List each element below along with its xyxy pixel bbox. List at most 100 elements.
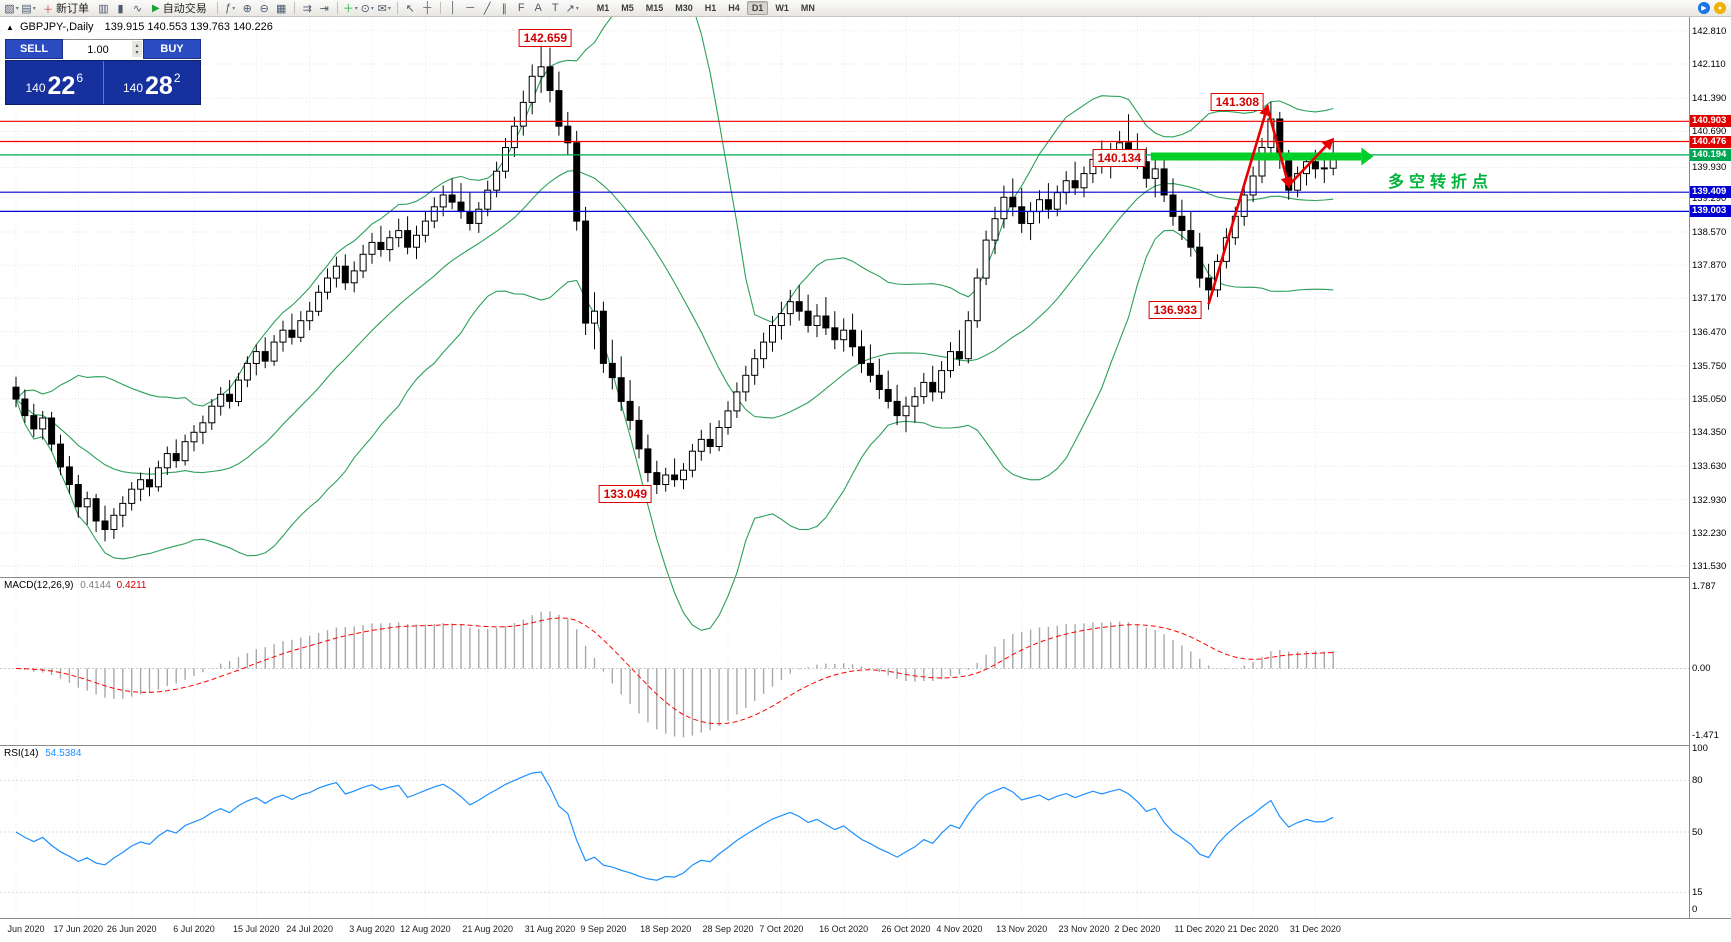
price-axis-tag: 140.194 (1690, 148, 1731, 161)
volume-spinner[interactable]: ▴ ▾ (132, 41, 142, 57)
price-annotation[interactable]: 142.659 (518, 28, 572, 47)
templates-icon[interactable]: ✉ ▾ (377, 2, 391, 15)
tile-windows-icon[interactable]: ▦ (276, 2, 287, 15)
date-axis-label: 15 Jul 2020 (233, 924, 280, 934)
date-axis-label: 23 Nov 2020 (1058, 924, 1110, 934)
cursor-icon[interactable]: ↖ (405, 2, 415, 15)
horizontal-line-icon[interactable]: ─ (466, 2, 475, 14)
fibonacci-icon[interactable]: F (517, 2, 525, 14)
price-annotation[interactable]: 141.308 (1210, 93, 1264, 112)
date-axis-label: 31 Aug 2020 (524, 924, 576, 934)
spinner-down-icon[interactable]: ▾ (135, 50, 139, 56)
axis-label: 15 (1692, 887, 1703, 899)
axis-label: 140.690 (1692, 126, 1727, 138)
date-axis-label: 7 Oct 2020 (759, 924, 804, 934)
horizontal-lines-layer (0, 120, 1689, 212)
timeframe-d1-button[interactable]: D1 (746, 1, 769, 15)
toolbar-separator (396, 2, 398, 14)
axis-label: 80 (1692, 775, 1703, 787)
chart-symbol-title: ▲ GBPJPY-,Daily 139.915 140.553 139.763 … (6, 21, 273, 33)
sell-button[interactable]: SELL (5, 39, 63, 59)
date-axis-label: 16 Oct 2020 (819, 924, 869, 934)
axis-label: 136.470 (1692, 326, 1727, 338)
toolbar-right: ▶ ● (1694, 2, 1728, 14)
ohlc-readout: 139.915 140.553 139.763 140.226 (104, 21, 273, 33)
toolbar-items: ▧ ▾ ▤ ▾ ＋新订单 ▥ ▮ ∿ ▶ 自动交易 ƒ ▾ ⊕ ⊖ ▦ ⇉ ⇥ ＋ ▾ ⊙ ▾ ✉ ▾ ↖ ┼ │ ─ ╱ ∥ F A T ↗ ▾ (3, 1, 581, 16)
toolbar-separator (216, 2, 218, 14)
zoom-in-icon[interactable]: ⊕ (242, 2, 252, 15)
arrows-tool-icon[interactable]: ↗ ▾ (565, 2, 579, 15)
toolbar-separator (293, 2, 295, 14)
timeframe-m5-button[interactable]: M5 (621, 3, 634, 13)
pane-separator-rsi[interactable] (0, 745, 1731, 746)
periods-icon[interactable]: ⊙ ▾ (360, 2, 374, 15)
timeframe-h4-button[interactable]: H4 (728, 3, 740, 13)
toolbar: ▧ ▾ ▤ ▾ ＋新订单 ▥ ▮ ∿ ▶ 自动交易 ƒ ▾ ⊕ ⊖ ▦ ⇉ ⇥ ＋ ▾ ⊙ ▾ ✉ ▾ ↖ ┼ │ ─ ╱ ∥ F A T ↗ ▾… (0, 0, 1731, 17)
price-annotation[interactable]: 140.134 (1092, 148, 1146, 167)
vertical-line-icon[interactable]: │ (449, 2, 457, 14)
chart-shift-icon[interactable]: ⇥ (319, 2, 329, 15)
candlestick-type-icon[interactable]: ▮ (117, 2, 124, 15)
turning-point-note[interactable]: 多空转折点 (1388, 174, 1494, 192)
chart-profiles-icon[interactable]: ▤ ▾ (21, 2, 36, 15)
date-axis-label: 31 Dec 2020 (1289, 924, 1341, 934)
timeframe-m15-button[interactable]: M15 (645, 3, 664, 13)
trendline-icon[interactable]: ╱ (483, 2, 491, 15)
timeframe-m30-button[interactable]: M30 (675, 3, 693, 13)
price-axis-tag: 140.903 (1690, 115, 1731, 128)
axis-label: 132.230 (1692, 527, 1727, 539)
timeframe-h1-button[interactable]: H1 (704, 3, 717, 13)
timeframe-mn-button[interactable]: MN (800, 3, 815, 13)
rsi-pane-title: RSI(14) 54.5384 (4, 748, 82, 759)
spinner-up-icon[interactable]: ▴ (135, 43, 139, 49)
price-chart[interactable] (0, 0, 1689, 942)
status-dot-blue-icon[interactable]: ▶ (1698, 2, 1710, 14)
axis-label: 0.00 (1692, 663, 1711, 675)
axis-label: 132.930 (1692, 494, 1727, 506)
date-axis-label: 2 Dec 2020 (1114, 924, 1161, 934)
text-icon[interactable]: A (534, 2, 542, 14)
price-annotation[interactable]: 136.933 (1148, 300, 1202, 319)
text-label-icon[interactable]: T (551, 2, 559, 14)
toolbar-separator (336, 2, 338, 14)
axis-label: 142.110 (1692, 58, 1726, 70)
axis-label: 141.390 (1692, 93, 1727, 105)
toolbar-separator (439, 2, 441, 14)
axis-label: 100 (1692, 743, 1708, 754)
autotrading-button[interactable]: ▶ 自动交易 (152, 2, 207, 16)
date-axis-label: 26 Jun 2020 (106, 924, 157, 934)
macd-layer (0, 611, 1689, 738)
new-chart-icon[interactable]: ▧ ▾ (4, 2, 19, 15)
axis-label: 135.050 (1692, 394, 1727, 406)
zoom-out-icon[interactable]: ⊖ (259, 2, 269, 15)
timeframe-w1-button[interactable]: W1 (775, 3, 789, 13)
pane-separator-macd[interactable] (0, 577, 1731, 578)
price-axis[interactable]: 142.810 142.110 141.390 140.690 139.930 139.2… (1690, 17, 1731, 918)
volume-input[interactable] (63, 41, 143, 59)
ask-price: 140 28 2 (122, 71, 181, 100)
crosshair-icon[interactable]: ┼ (423, 2, 432, 14)
line-chart-type-icon[interactable]: ∿ (132, 2, 143, 15)
axis-label: 134.350 (1692, 427, 1727, 439)
price-annotation[interactable]: 133.049 (598, 484, 652, 503)
date-axis-label: 28 Sep 2020 (702, 924, 754, 934)
time-axis[interactable]: Jun 2020 17 Jun 2020 26 Jun 2020 6 Jul 2020… (0, 919, 1731, 942)
pane-separator-dates (0, 918, 1731, 919)
date-axis-label: 17 Jun 2020 (53, 924, 104, 934)
axis-label: 135.750 (1692, 360, 1727, 372)
axis-label: 1.787 (1692, 580, 1716, 592)
indicators-icon[interactable]: ƒ ▾ (225, 2, 236, 14)
add-indicator-icon[interactable]: ＋ ▾ (342, 3, 358, 15)
timeframe-m1-button[interactable]: M1 (596, 3, 610, 13)
channel-icon[interactable]: ∥ (501, 2, 507, 15)
new-order-button[interactable]: ＋新订单 (43, 3, 89, 16)
axis-label: 139.290 (1692, 192, 1727, 204)
auto-scroll-icon[interactable]: ⇉ (302, 2, 312, 15)
buy-button[interactable]: BUY (143, 39, 201, 59)
trend-arrows (1207, 103, 1334, 305)
status-dot-yellow-icon[interactable]: ● (1714, 2, 1726, 14)
timeframe-group: M1 M5 M15 M30 H1 H4 D1 W1 MN (591, 1, 821, 15)
bar-chart-type-icon[interactable]: ▥ (98, 2, 109, 15)
price-axis-tag: 139.003 (1690, 205, 1731, 218)
